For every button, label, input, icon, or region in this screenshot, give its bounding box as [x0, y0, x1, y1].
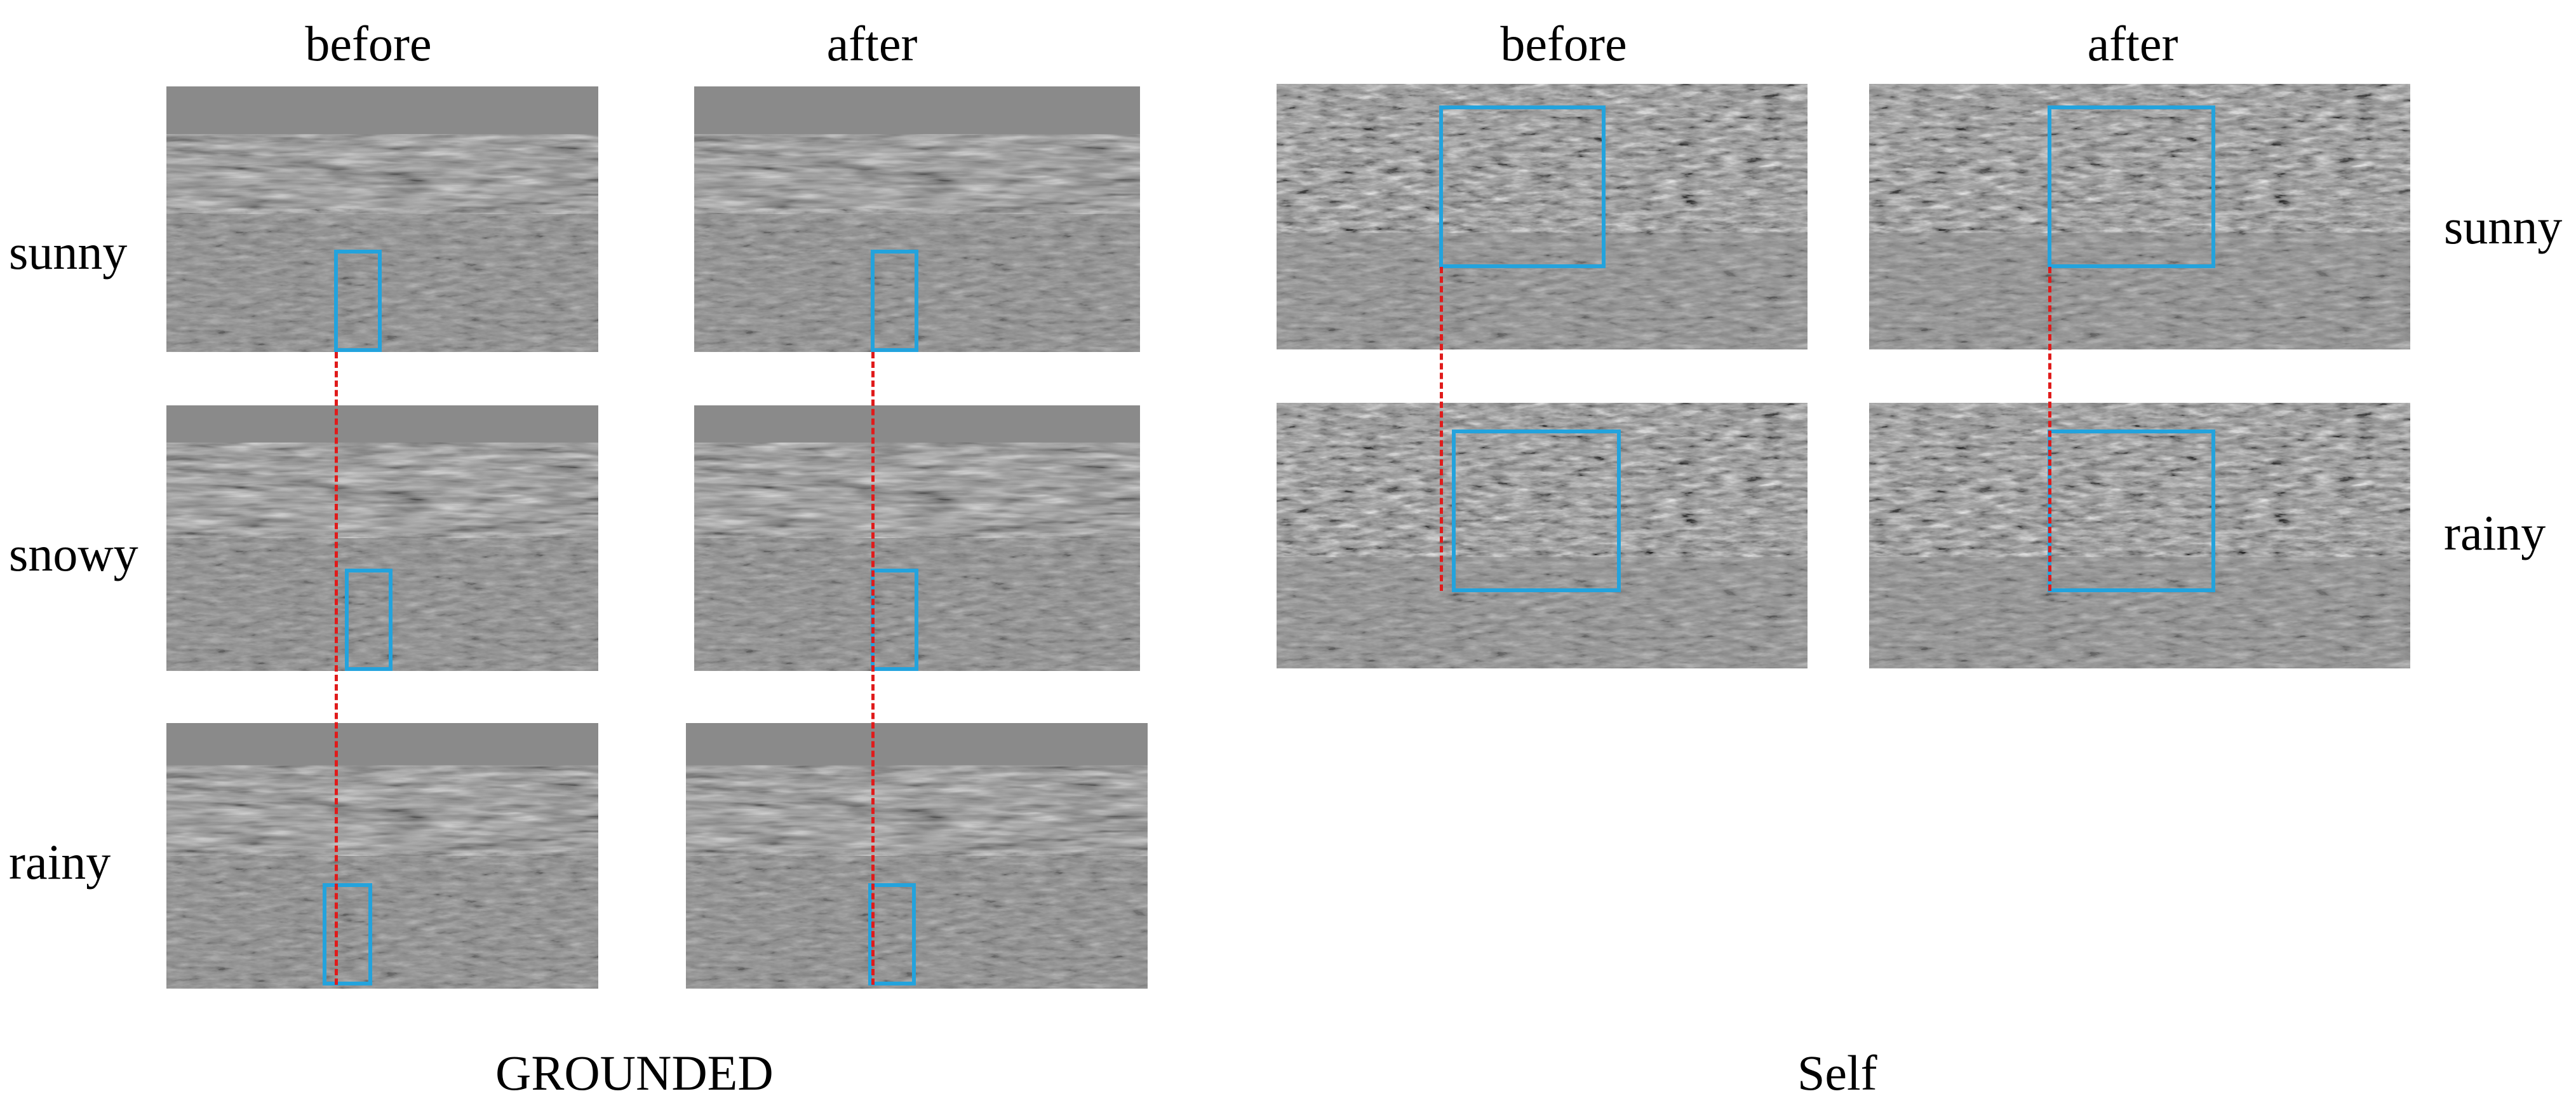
- grounded-rainy-before-image: [166, 723, 598, 989]
- self-before-alignment-line: [1440, 267, 1443, 591]
- grounded-row-label-rainy: rainy: [9, 834, 111, 890]
- self-after-alignment-line: [2048, 267, 2051, 591]
- self-rainy-after-image: [1869, 403, 2410, 668]
- grounded-row-label-sunny: sunny: [9, 224, 128, 280]
- grounded-rainy-before-highlight-box: [323, 883, 372, 985]
- self-rainy-before-highlight-box: [1452, 430, 1621, 592]
- self-row-label-rainy: rainy: [2444, 505, 2546, 560]
- grounded-column-title-before: before: [305, 16, 432, 71]
- grounded-caption: GROUNDED: [495, 1045, 774, 1100]
- self-sunny-after-highlight-box: [2048, 105, 2215, 268]
- grounded-column-title-after: after: [826, 16, 918, 71]
- grounded-after-alignment-line: [871, 352, 875, 985]
- grounded-before-alignment-line: [335, 352, 338, 985]
- grounded-sunny-before-highlight-box: [334, 250, 382, 352]
- self-rainy-after-highlight-box: [2048, 430, 2215, 592]
- self-rainy-before-image: [1277, 403, 1808, 668]
- self-column-title-after: after: [2087, 16, 2178, 71]
- self-column-title-before: before: [1500, 16, 1627, 71]
- self-caption: Self: [1797, 1045, 1877, 1100]
- grounded-sunny-before-image: [166, 86, 598, 352]
- grounded-rainy-after-highlight-box: [868, 883, 916, 985]
- grounded-snowy-before-image: [166, 405, 598, 671]
- grounded-row-label-snowy: snowy: [9, 526, 138, 581]
- grounded-rainy-after-image: [686, 723, 1148, 989]
- grounded-snowy-after-highlight-box: [871, 569, 918, 671]
- grounded-sunny-after-highlight-box: [871, 250, 918, 352]
- self-row-label-sunny: sunny: [2444, 199, 2563, 254]
- self-sunny-before-highlight-box: [1439, 105, 1606, 268]
- grounded-snowy-before-highlight-box: [345, 569, 392, 671]
